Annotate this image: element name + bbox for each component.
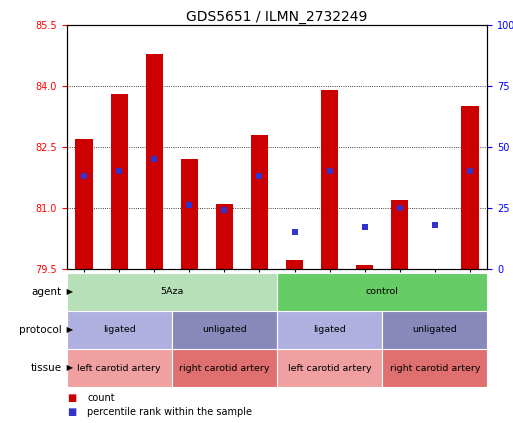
Point bbox=[430, 221, 439, 228]
Point bbox=[290, 229, 299, 236]
Text: ■: ■ bbox=[67, 393, 76, 403]
Bar bbox=[277, 273, 487, 311]
Bar bbox=[67, 273, 277, 311]
Bar bbox=[356, 264, 373, 269]
Point bbox=[80, 173, 88, 179]
Text: unligated: unligated bbox=[202, 325, 247, 335]
Bar bbox=[251, 135, 268, 269]
Bar bbox=[181, 159, 198, 269]
Point bbox=[255, 173, 264, 179]
Text: ligated: ligated bbox=[103, 325, 135, 335]
Text: tissue: tissue bbox=[30, 363, 62, 373]
Bar bbox=[110, 94, 128, 269]
Bar bbox=[277, 349, 382, 387]
Text: left carotid artery: left carotid artery bbox=[288, 363, 371, 373]
Text: ▶: ▶ bbox=[64, 325, 73, 335]
Bar bbox=[67, 311, 172, 349]
Bar bbox=[75, 139, 93, 269]
Text: protocol: protocol bbox=[19, 325, 62, 335]
Bar bbox=[215, 204, 233, 269]
Point bbox=[466, 168, 474, 175]
Text: agent: agent bbox=[31, 287, 62, 297]
Text: percentile rank within the sample: percentile rank within the sample bbox=[87, 407, 252, 418]
Point bbox=[396, 204, 404, 211]
Text: ▶: ▶ bbox=[64, 363, 73, 373]
Bar bbox=[391, 200, 408, 269]
Text: ■: ■ bbox=[67, 407, 76, 418]
Text: unligated: unligated bbox=[412, 325, 457, 335]
Point bbox=[220, 207, 228, 214]
Text: 5Aza: 5Aza bbox=[160, 287, 184, 297]
Bar bbox=[382, 349, 487, 387]
Point bbox=[361, 224, 369, 231]
Point bbox=[115, 168, 123, 175]
Text: right carotid artery: right carotid artery bbox=[389, 363, 480, 373]
Bar bbox=[172, 349, 277, 387]
Bar bbox=[321, 90, 339, 269]
Text: control: control bbox=[366, 287, 399, 297]
Bar bbox=[382, 311, 487, 349]
Text: count: count bbox=[87, 393, 115, 403]
Title: GDS5651 / ILMN_2732249: GDS5651 / ILMN_2732249 bbox=[186, 10, 368, 25]
Point bbox=[150, 156, 159, 162]
Bar bbox=[461, 107, 479, 269]
Bar bbox=[286, 261, 303, 269]
Text: ▶: ▶ bbox=[64, 287, 73, 297]
Bar bbox=[277, 311, 382, 349]
Text: left carotid artery: left carotid artery bbox=[77, 363, 161, 373]
Text: ligated: ligated bbox=[313, 325, 346, 335]
Point bbox=[185, 202, 193, 209]
Bar bbox=[172, 311, 277, 349]
Point bbox=[325, 168, 333, 175]
Bar bbox=[67, 349, 172, 387]
Bar bbox=[146, 54, 163, 269]
Text: right carotid artery: right carotid artery bbox=[179, 363, 270, 373]
